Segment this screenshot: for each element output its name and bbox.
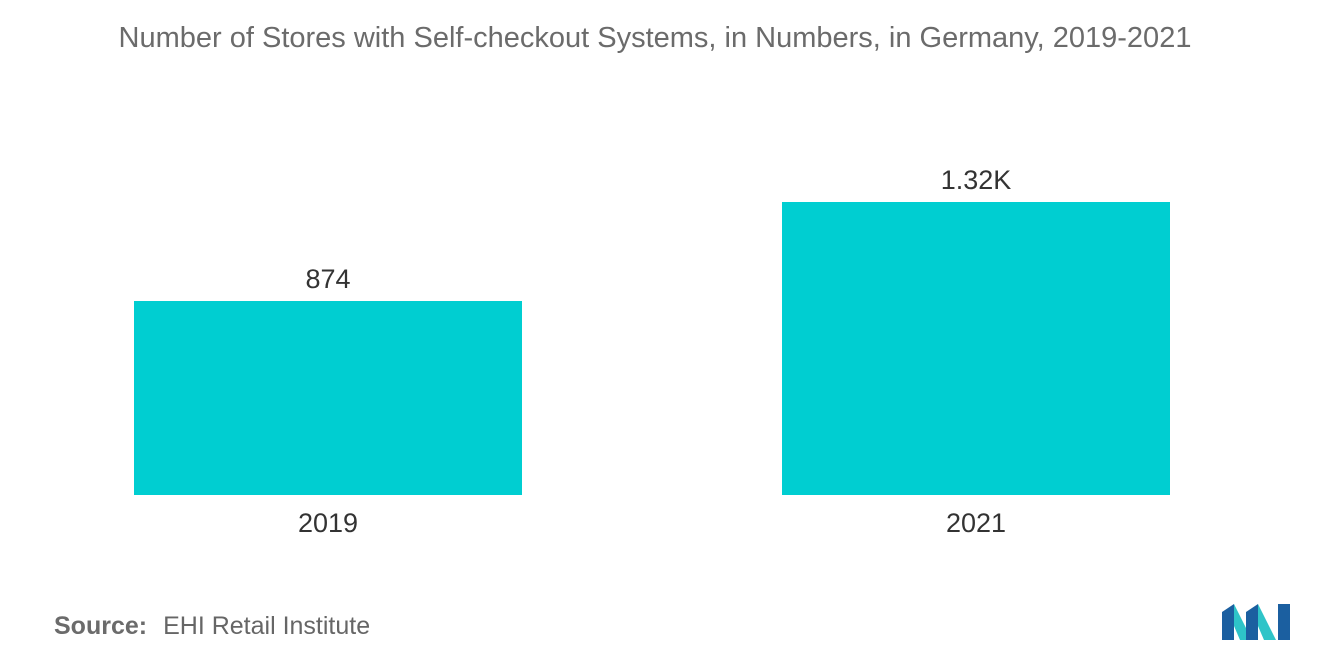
data-label-2019: 874 xyxy=(305,264,350,294)
source-key: Source: xyxy=(54,612,148,640)
x-tick-label-2021: 2021 xyxy=(946,508,1006,538)
chart-title: Number of Stores with Self-checkout Syst… xyxy=(118,22,1192,54)
x-tick-label-2019: 2019 xyxy=(298,508,358,538)
source-value: EHI Retail Institute xyxy=(163,612,371,640)
bar-2019 xyxy=(134,300,522,495)
bar-2021 xyxy=(782,202,1170,495)
mordor-intelligence-logo-icon xyxy=(1222,604,1290,640)
data-label-2021: 1.32K xyxy=(941,165,1012,195)
source-note: Source: EHI Retail Institute xyxy=(54,612,370,641)
